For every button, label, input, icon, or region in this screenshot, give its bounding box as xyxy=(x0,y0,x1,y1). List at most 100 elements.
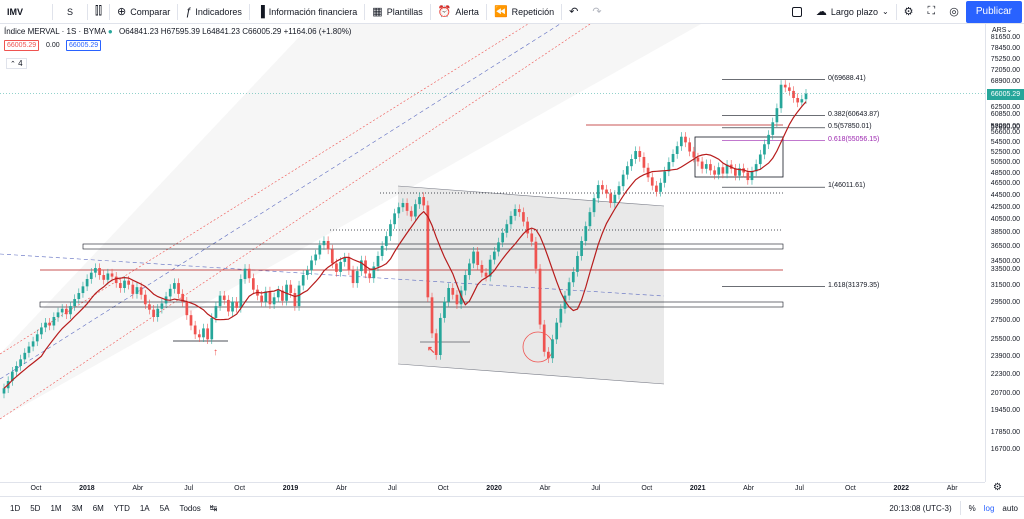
range-button[interactable]: Todos xyxy=(179,503,201,513)
range-button[interactable]: 3M xyxy=(71,503,83,513)
candle-body xyxy=(476,251,480,265)
candle-body xyxy=(106,273,110,280)
symbol-search[interactable]: IMV xyxy=(0,0,52,24)
time-tick-label: Jul xyxy=(387,485,397,492)
buy-price-box[interactable]: 66005.29 xyxy=(66,40,102,51)
bottom-right: 20:13:08 (UTC-3) % log auto xyxy=(889,501,1024,515)
candle-body xyxy=(709,164,712,171)
candle-body xyxy=(289,284,293,294)
clock[interactable]: 20:13:08 (UTC-3) xyxy=(889,503,952,513)
indicators-toggle[interactable]: ⌃ 4 xyxy=(6,58,27,69)
auto-toggle[interactable]: auto xyxy=(1002,503,1018,513)
candle-body xyxy=(218,295,222,307)
wedge-fill xyxy=(398,186,664,384)
time-axis[interactable]: Oct 2018 Abr Jul Oct 2019 Abr Jul Oct 2020 Abr Jul O… xyxy=(0,482,985,496)
candle-body xyxy=(717,167,721,175)
candle-body xyxy=(56,312,60,318)
candle-body xyxy=(763,144,766,155)
candle-body xyxy=(804,93,808,100)
range-button[interactable]: 1M xyxy=(50,503,62,513)
candle-body xyxy=(547,351,550,359)
time-tick-label: Oct xyxy=(234,485,246,492)
interval-button[interactable]: S xyxy=(53,0,87,24)
candle-body xyxy=(438,317,442,355)
publish-button[interactable]: Publicar xyxy=(965,0,1022,23)
layout-square-icon xyxy=(791,6,802,17)
compare-button[interactable]: ⊕ Comparar xyxy=(110,0,177,24)
candle-body xyxy=(368,273,372,279)
candle-body xyxy=(206,328,209,340)
candle-body xyxy=(704,164,708,169)
range-button[interactable]: 5D xyxy=(30,503,41,513)
candle-body xyxy=(98,268,101,276)
snapshot-button[interactable]: ◎ xyxy=(942,0,966,24)
chevron-down-icon: ⌄ xyxy=(1006,27,1013,34)
candle-body xyxy=(52,317,56,326)
range-button[interactable]: 6M xyxy=(92,503,104,513)
fullscreen-button[interactable]: ⛶ xyxy=(921,0,943,24)
log-toggle[interactable]: log xyxy=(983,503,995,513)
indicators-button[interactable]: ƒ Indicadores xyxy=(178,0,249,24)
currency-label[interactable]: ARS⌄ xyxy=(992,26,1012,34)
price-tick-label: 46500.00 xyxy=(990,180,1020,188)
price-tick-label: 68900.00 xyxy=(990,78,1020,86)
replay-button[interactable]: ⏪ Repetición xyxy=(487,0,561,24)
candle-body xyxy=(397,207,401,214)
layout-button[interactable] xyxy=(785,0,809,24)
chart-pane[interactable]: ↑ ↖ xyxy=(0,24,985,482)
range-button[interactable]: YTD xyxy=(113,503,130,513)
candle-body xyxy=(580,240,583,256)
redo-button[interactable]: ↷ xyxy=(585,0,608,24)
price-tick-label: 23900.00 xyxy=(990,353,1020,361)
candle-body xyxy=(775,108,779,123)
candle-body xyxy=(64,308,68,315)
price-tick-label: 72050.00 xyxy=(990,66,1020,74)
channel-mid-line xyxy=(0,24,561,380)
divider xyxy=(485,3,487,20)
layout-name-button[interactable]: ☁ Largo plazo ⌄ xyxy=(809,0,896,24)
candle-body xyxy=(613,194,617,203)
range-button[interactable]: 1A xyxy=(139,503,150,513)
candle-body xyxy=(185,301,189,316)
candle-body xyxy=(480,264,484,273)
price-tick-label: 19450.00 xyxy=(990,406,1020,414)
undo-button[interactable]: ↶ xyxy=(562,0,585,24)
candle-body xyxy=(210,317,214,340)
chevron-down-icon: ⌄ xyxy=(881,7,889,16)
percent-toggle[interactable]: % xyxy=(968,503,976,513)
price-tick-label: 25500.00 xyxy=(990,336,1020,344)
range-button[interactable]: 5A xyxy=(159,503,170,513)
candle-body xyxy=(389,224,392,237)
candle-body xyxy=(592,198,596,213)
candle-body xyxy=(160,303,164,309)
sell-price-box[interactable]: 66005.29 xyxy=(4,40,40,51)
candle-body xyxy=(679,136,683,147)
candle-body xyxy=(596,185,600,199)
candle-body xyxy=(89,272,93,280)
time-tick-label: Jul xyxy=(795,485,804,492)
axis-settings-button[interactable]: ⚙ xyxy=(993,482,1002,493)
templates-button[interactable]: ▦ Plantillas xyxy=(365,0,429,24)
range-button[interactable]: 1D xyxy=(10,503,21,513)
financial-label: Información financiera xyxy=(268,6,358,17)
candle-body xyxy=(393,213,396,225)
candle-body xyxy=(609,193,613,203)
candle-body xyxy=(563,295,567,309)
candle-body xyxy=(239,279,243,308)
candle-body xyxy=(634,151,637,159)
chart-type-button[interactable]: ⫿⫿ xyxy=(88,0,109,24)
alert-button[interactable]: ⏰ Alerta xyxy=(431,0,486,24)
financial-button[interactable]: ▐ Información financiera xyxy=(250,0,364,24)
candle-body xyxy=(430,297,434,334)
candle-body xyxy=(734,168,737,176)
candle-body xyxy=(222,295,226,300)
price-axis[interactable]: ARS⌄ 81650.00 78450.00 75250.00 72050.00 689… xyxy=(985,24,1024,482)
trend-line xyxy=(0,253,665,297)
candle-body xyxy=(227,299,230,312)
candle-body xyxy=(247,268,251,279)
candle-body xyxy=(347,257,351,271)
candle-body xyxy=(721,167,725,174)
candle-body xyxy=(314,254,318,261)
settings-button[interactable]: ⚙ xyxy=(897,0,921,24)
date-range-icon[interactable]: ↹ xyxy=(209,502,218,513)
